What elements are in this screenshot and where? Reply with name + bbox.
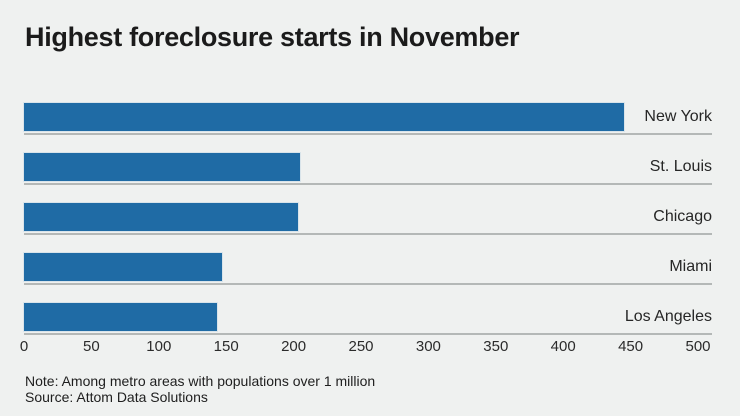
category-label: Miami — [669, 258, 712, 275]
row-baseline — [24, 133, 712, 135]
x-tick-label: 300 — [415, 338, 441, 355]
x-tick-label: 350 — [483, 338, 509, 355]
x-tick-label: 150 — [213, 338, 239, 355]
x-tick-label: 200 — [281, 338, 307, 355]
row-baseline — [24, 333, 712, 335]
bar-row: Los Angeles — [24, 303, 712, 353]
x-tick-label: 50 — [83, 338, 100, 355]
row-baseline — [24, 283, 712, 285]
x-tick-label: 100 — [146, 338, 172, 355]
bar-los-angeles — [24, 303, 217, 331]
bar-miami — [24, 253, 223, 281]
footnote: Note: Among metro areas with populations… — [25, 373, 375, 405]
source-text: Source: Attom Data Solutions — [25, 389, 208, 405]
category-label: St. Louis — [649, 158, 712, 175]
bar-st-louis — [24, 153, 301, 181]
bar-row: Chicago — [24, 203, 712, 253]
x-axis: 0 50 100 150 200 250 300 350 400 450 500 — [20, 338, 712, 358]
chart-title: Highest foreclosure starts in November — [25, 22, 520, 52]
note-text: Note: Among metro areas with populations… — [25, 373, 376, 389]
bar-chart-plot-area: New York St. Louis Chicago Miami Los Angeles — [24, 103, 712, 353]
bar-new-york — [24, 103, 624, 131]
bar-row: New York — [24, 103, 712, 153]
bar-chicago — [24, 203, 298, 231]
x-tick-label: 0 — [19, 338, 29, 355]
category-label: Chicago — [653, 208, 712, 225]
bar-row: Miami — [24, 253, 712, 303]
category-label: Los Angeles — [624, 308, 712, 325]
category-label: New York — [644, 108, 712, 125]
x-tick-label: 450 — [618, 338, 644, 355]
x-tick-label: 400 — [550, 338, 576, 355]
row-baseline — [24, 183, 712, 185]
row-baseline — [24, 233, 712, 235]
bar-row: St. Louis — [24, 153, 712, 203]
x-tick-label: 500 — [685, 338, 711, 355]
x-tick-label: 250 — [348, 338, 374, 355]
